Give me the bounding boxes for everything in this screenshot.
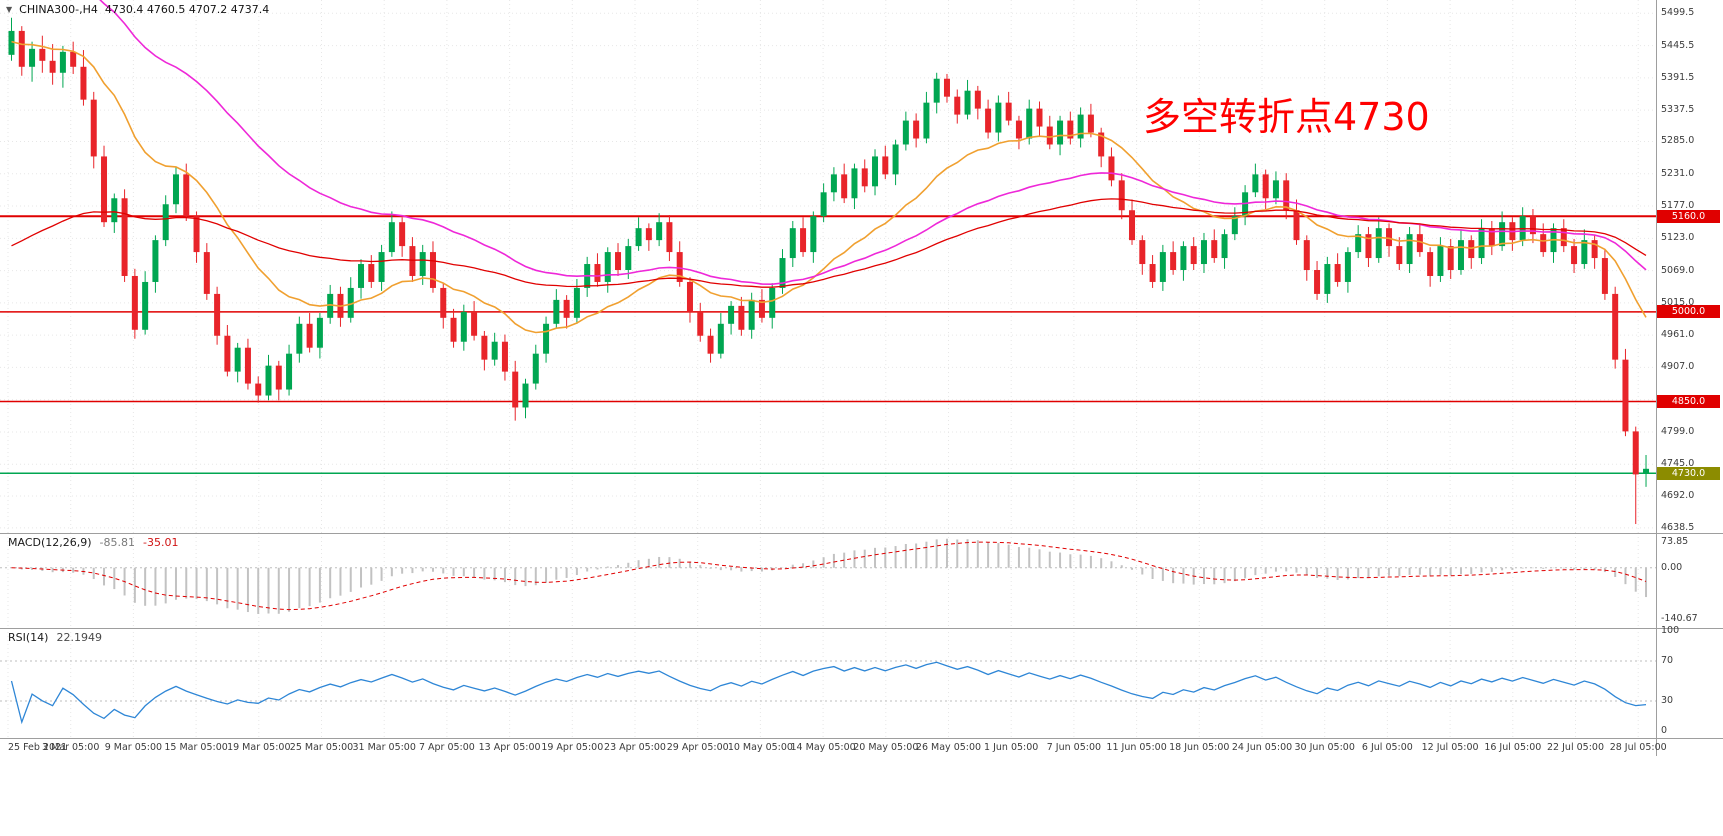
macd-label: MACD(12,26,9)	[8, 536, 92, 549]
rsi-value: 22.1949	[56, 631, 102, 644]
price-tag: 5000.0	[1657, 305, 1720, 319]
panel-separator[interactable]	[0, 628, 1723, 629]
price-axis-label: 4799.0	[1661, 425, 1695, 437]
price-tag: 4850.0	[1657, 395, 1720, 408]
time-axis-label: 22 Jul 05:00	[1547, 742, 1604, 753]
price-axis-label: 5231.0	[1661, 167, 1695, 179]
time-axis-label: 30 Jun 05:00	[1294, 742, 1355, 753]
time-axis-label: 6 Jul 05:00	[1361, 742, 1413, 753]
rsi-header: RSI(14) 22.1949	[8, 631, 102, 644]
macd-main-value: -85.81	[99, 536, 136, 549]
symbol-info-bar: ▼ CHINA300-,H4 4730.4 4760.5 4707.2 4737…	[6, 3, 269, 16]
price-axis-separator	[1656, 0, 1657, 756]
rsi-axis-value: 100	[1661, 625, 1680, 636]
time-axis-label: 16 Jul 05:00	[1484, 742, 1542, 753]
annotation-text[interactable]: 多空转折点4730	[1143, 95, 1430, 139]
macd-axis-value: -140.67	[1661, 613, 1698, 624]
time-axis-label: 20 May 05:00	[853, 742, 919, 753]
price-axis-label: 5285.0	[1661, 135, 1695, 147]
time-axis-label: 14 May 05:00	[790, 742, 856, 753]
price-axis-label: 4907.0	[1661, 361, 1695, 373]
time-axis-label: 1 Jun 05:00	[984, 742, 1039, 753]
time-axis-separator	[0, 738, 1723, 739]
time-axis-label: 19 Apr 05:00	[541, 742, 604, 753]
macd-panel[interactable]	[0, 533, 1656, 628]
rsi-axis-value: 70	[1661, 655, 1674, 666]
price-axis-label: 5015.0	[1661, 296, 1695, 308]
time-axis-label: 26 May 05:00	[915, 742, 982, 753]
time-axis-label: 9 Mar 05:00	[104, 742, 163, 753]
time-axis-label: 29 Apr 05:00	[666, 742, 729, 753]
time-axis-label: 31 Mar 05:00	[352, 742, 416, 753]
price-axis-label: 5337.5	[1661, 104, 1695, 116]
time-axis-label: 13 Apr 05:00	[478, 742, 541, 753]
time-axis-label: 23 Apr 05:00	[604, 742, 666, 753]
price-axis-label: 5069.0	[1661, 264, 1695, 276]
time-axis-label: 11 Jun 05:00	[1106, 742, 1167, 753]
price-axis-label: 4961.0	[1661, 329, 1695, 341]
macd-axis-value: 0.00	[1661, 562, 1683, 573]
price-axis-label: 5391.5	[1661, 71, 1695, 83]
time-axis-label: 12 Jul 05:00	[1421, 742, 1479, 753]
time-axis-label: 25 Mar 05:00	[289, 742, 354, 753]
price-axis-label: 4638.5	[1661, 521, 1695, 533]
price-axis-label: 5177.0	[1661, 200, 1695, 212]
macd-axis-value: 73.85	[1661, 536, 1689, 547]
price-axis-label: 4745.0	[1661, 458, 1695, 470]
time-axis-label: 3 Mar 05:00	[41, 742, 100, 753]
price-axis-label: 5499.5	[1661, 7, 1695, 19]
time-axis-label: 7 Apr 05:00	[418, 742, 475, 753]
macd-signal-value: -35.01	[143, 536, 179, 549]
time-axis-label: 25 Feb 2021	[8, 742, 68, 753]
time-axis-label: 15 Mar 05:00	[164, 742, 228, 753]
price-axis-label: 5123.0	[1661, 232, 1695, 244]
rsi-panel[interactable]	[0, 628, 1656, 738]
symbol-name: CHINA300-,H4	[19, 3, 98, 16]
chevron-down-icon[interactable]: ▼	[6, 4, 13, 14]
time-axis-label: 18 Jun 05:00	[1169, 742, 1230, 753]
panel-separator[interactable]	[0, 533, 1723, 534]
time-axis-label: 7 Jun 05:00	[1046, 742, 1102, 753]
price-axis-label: 4692.0	[1661, 489, 1695, 501]
price-axis-label: 5445.5	[1661, 39, 1695, 51]
rsi-axis-value: 0	[1661, 725, 1668, 736]
time-axis-label: 19 Mar 05:00	[227, 742, 291, 753]
time-axis-label: 24 Jun 05:00	[1231, 742, 1293, 753]
rsi-axis-value: 30	[1661, 695, 1674, 706]
price-tag: 5160.0	[1657, 209, 1720, 223]
price-tag: 4730.0	[1657, 466, 1720, 480]
time-axis-label: 10 May 05:00	[727, 742, 793, 753]
macd-header: MACD(12,26,9) -85.81 -35.01	[8, 536, 178, 549]
ohlc-values: 4730.4 4760.5 4707.2 4737.4	[104, 3, 270, 16]
rsi-label: RSI(14)	[8, 631, 49, 644]
price-chart[interactable]	[0, 0, 1656, 533]
time-axis-label: 28 Jul 05:00	[1609, 742, 1667, 753]
